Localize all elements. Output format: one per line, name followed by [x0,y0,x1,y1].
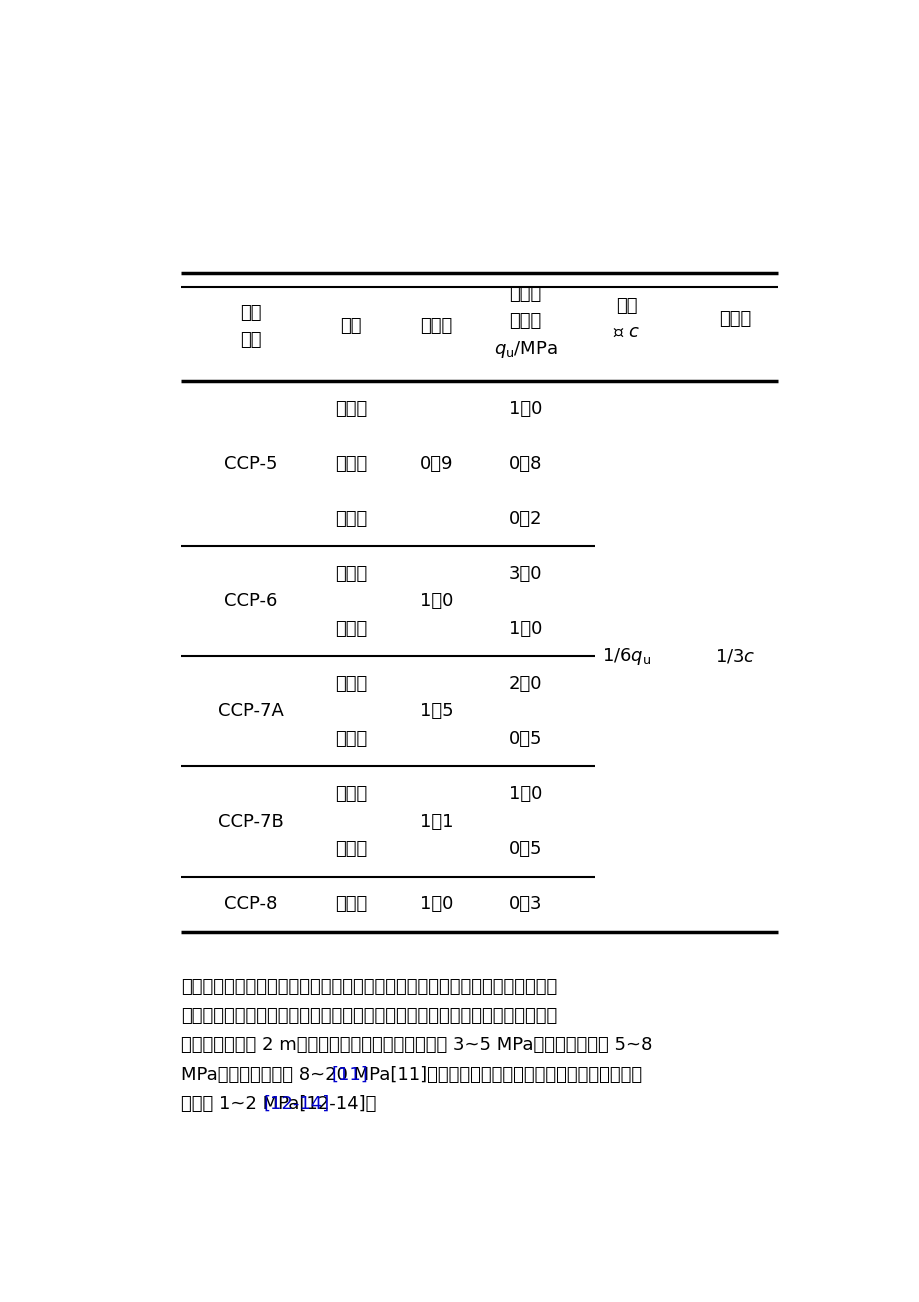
Text: 0．9: 0．9 [419,454,453,473]
Text: 粘性土: 粘性土 [335,454,367,473]
Text: [12-14]: [12-14] [263,1095,329,1113]
Text: 粘聚
力 $c$: 粘聚 力 $c$ [612,297,640,341]
Text: 0．5: 0．5 [508,730,542,747]
Text: 3．0: 3．0 [508,565,542,583]
Text: 0．8: 0．8 [508,454,542,473]
Text: 1．0: 1．0 [508,620,542,638]
Text: 土质: 土质 [340,318,362,336]
Text: 单轴抗
压强度
$q_\mathrm{u}$/MPa: 单轴抗 压强度 $q_\mathrm{u}$/MPa [494,285,557,359]
Text: 粘性土: 粘性土 [335,730,367,747]
Text: 1．0: 1．0 [419,894,453,913]
Text: 常可为 1~2 MPa[12-14]。: 常可为 1~2 MPa[12-14]。 [181,1095,376,1113]
Text: 附着力: 附着力 [718,310,750,328]
Text: 腐殖土: 腐殖土 [335,509,367,527]
Text: 砂性土: 砂性土 [335,785,367,803]
Text: 1．0: 1．0 [419,592,453,611]
Text: [11]: [11] [331,1065,368,1083]
Text: 1/3$c$: 1/3$c$ [714,647,754,665]
Text: 0．2: 0．2 [508,509,542,527]
Text: CCP-7A: CCP-7A [218,702,283,720]
Text: 1/6$q_\mathrm{u}$: 1/6$q_\mathrm{u}$ [601,646,651,667]
Text: 0．3: 0．3 [508,894,542,913]
Text: 改良、地下工程止水、路堤加固、堤坝防渗、防治砂土液化等领域，其形成的旋: 改良、地下工程止水、路堤加固、堤坝防渗、防治砂土液化等领域，其形成的旋 [181,1006,557,1025]
Text: 水灰比: 水灰比 [420,318,452,336]
Text: CCP-7B: CCP-7B [218,812,283,831]
Text: 腐殖土: 腐殖土 [335,894,367,913]
Text: 2．0: 2．0 [508,674,542,693]
Text: 砂性土: 砂性土 [335,565,367,583]
Text: CCP-6: CCP-6 [223,592,277,611]
Text: 砂性土: 砂性土 [335,400,367,418]
Text: CCP-5: CCP-5 [223,454,277,473]
Text: 粘性土: 粘性土 [335,620,367,638]
Text: MPa，在砂土中可达 8~20 MPa[11]。在软土地区，高压喷射注浆法加固体强度通: MPa，在砂土中可达 8~20 MPa[11]。在软土地区，高压喷射注浆法加固体… [181,1065,641,1083]
Text: 喷桩体直径可达 2 m，桩身最大强度在粘性土中可达 3~5 MPa，在粉土中可达 5~8: 喷桩体直径可达 2 m，桩身最大强度在粘性土中可达 3~5 MPa，在粉土中可达… [181,1036,652,1055]
Text: 1．5: 1．5 [419,702,453,720]
Text: 1．0: 1．0 [508,400,542,418]
Text: 经过中国工程技术人员的不断应用及改进，高压喷射注浆法已广泛用于建筑地基: 经过中国工程技术人员的不断应用及改进，高压喷射注浆法已广泛用于建筑地基 [181,978,557,996]
Text: 硬化
材料: 硬化 材料 [240,305,261,349]
Text: 1．1: 1．1 [419,812,453,831]
Text: CCP-8: CCP-8 [223,894,277,913]
Text: 1．0: 1．0 [508,785,542,803]
Text: 砂性土: 砂性土 [335,674,367,693]
Text: 0．5: 0．5 [508,840,542,858]
Text: 粘性土: 粘性土 [335,840,367,858]
